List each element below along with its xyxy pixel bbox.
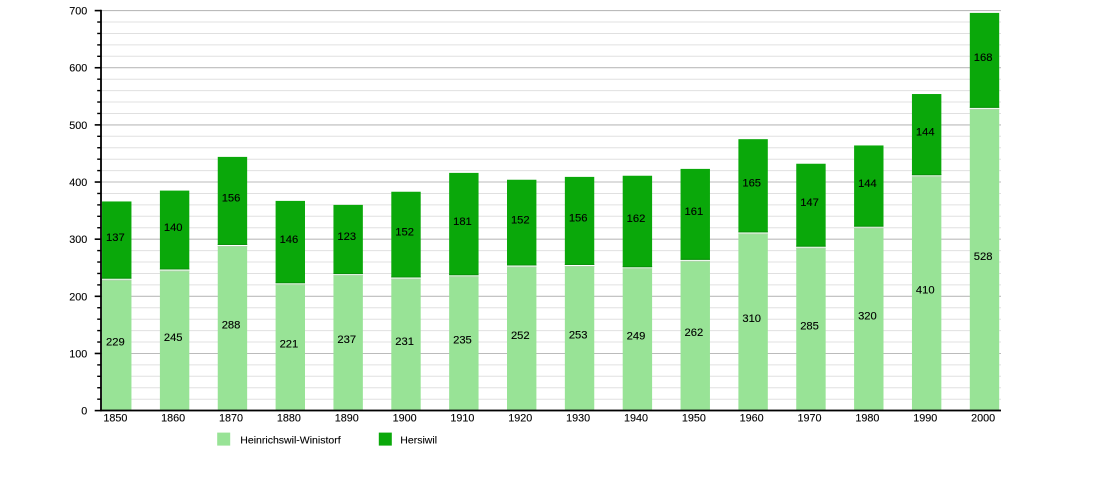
svg-text:262: 262 xyxy=(685,327,704,339)
svg-text:252: 252 xyxy=(511,330,530,342)
svg-text:123: 123 xyxy=(337,231,356,243)
svg-text:285: 285 xyxy=(800,320,819,332)
svg-text:1860: 1860 xyxy=(161,413,185,425)
svg-text:231: 231 xyxy=(395,336,414,348)
svg-text:161: 161 xyxy=(685,206,704,218)
svg-text:Heinrichswil-Winistorf: Heinrichswil-Winistorf xyxy=(240,435,340,447)
svg-text:146: 146 xyxy=(280,234,299,246)
svg-text:1890: 1890 xyxy=(335,413,359,425)
svg-text:528: 528 xyxy=(974,251,993,263)
svg-text:600: 600 xyxy=(69,63,87,75)
svg-text:1960: 1960 xyxy=(740,413,764,425)
svg-text:152: 152 xyxy=(511,214,530,226)
svg-text:162: 162 xyxy=(627,213,646,225)
svg-text:200: 200 xyxy=(69,291,87,303)
svg-text:156: 156 xyxy=(569,213,588,225)
svg-text:253: 253 xyxy=(569,330,588,342)
svg-text:144: 144 xyxy=(858,178,877,190)
svg-text:249: 249 xyxy=(627,331,646,343)
svg-text:229: 229 xyxy=(106,336,125,348)
svg-text:156: 156 xyxy=(222,193,241,205)
svg-text:1970: 1970 xyxy=(798,413,822,425)
svg-text:1880: 1880 xyxy=(277,413,301,425)
svg-text:400: 400 xyxy=(69,177,87,189)
svg-text:152: 152 xyxy=(395,226,414,238)
svg-text:235: 235 xyxy=(453,335,472,347)
svg-text:237: 237 xyxy=(337,334,356,346)
svg-text:1950: 1950 xyxy=(682,413,706,425)
svg-text:500: 500 xyxy=(69,120,87,132)
svg-text:320: 320 xyxy=(858,310,877,322)
svg-text:181: 181 xyxy=(453,216,472,228)
svg-text:168: 168 xyxy=(974,52,993,64)
svg-text:Hersiwil: Hersiwil xyxy=(400,435,437,447)
svg-text:1940: 1940 xyxy=(624,413,648,425)
svg-text:310: 310 xyxy=(742,313,761,325)
svg-text:165: 165 xyxy=(742,178,761,190)
svg-text:1900: 1900 xyxy=(393,413,417,425)
svg-text:288: 288 xyxy=(222,320,241,332)
svg-text:300: 300 xyxy=(69,234,87,246)
svg-text:0: 0 xyxy=(81,406,87,418)
svg-text:140: 140 xyxy=(164,222,183,234)
svg-text:1930: 1930 xyxy=(566,413,590,425)
svg-text:137: 137 xyxy=(106,232,125,244)
svg-text:1980: 1980 xyxy=(855,413,879,425)
svg-text:410: 410 xyxy=(916,285,935,297)
svg-text:1850: 1850 xyxy=(103,413,127,425)
svg-text:1910: 1910 xyxy=(450,413,474,425)
svg-text:1990: 1990 xyxy=(913,413,937,425)
svg-text:144: 144 xyxy=(916,126,935,138)
svg-text:2000: 2000 xyxy=(971,413,995,425)
svg-text:221: 221 xyxy=(280,339,299,351)
svg-text:700: 700 xyxy=(69,6,87,18)
svg-text:1870: 1870 xyxy=(219,413,243,425)
svg-text:1920: 1920 xyxy=(508,413,532,425)
svg-text:100: 100 xyxy=(69,348,87,360)
svg-text:245: 245 xyxy=(164,332,183,344)
svg-text:147: 147 xyxy=(800,197,819,209)
